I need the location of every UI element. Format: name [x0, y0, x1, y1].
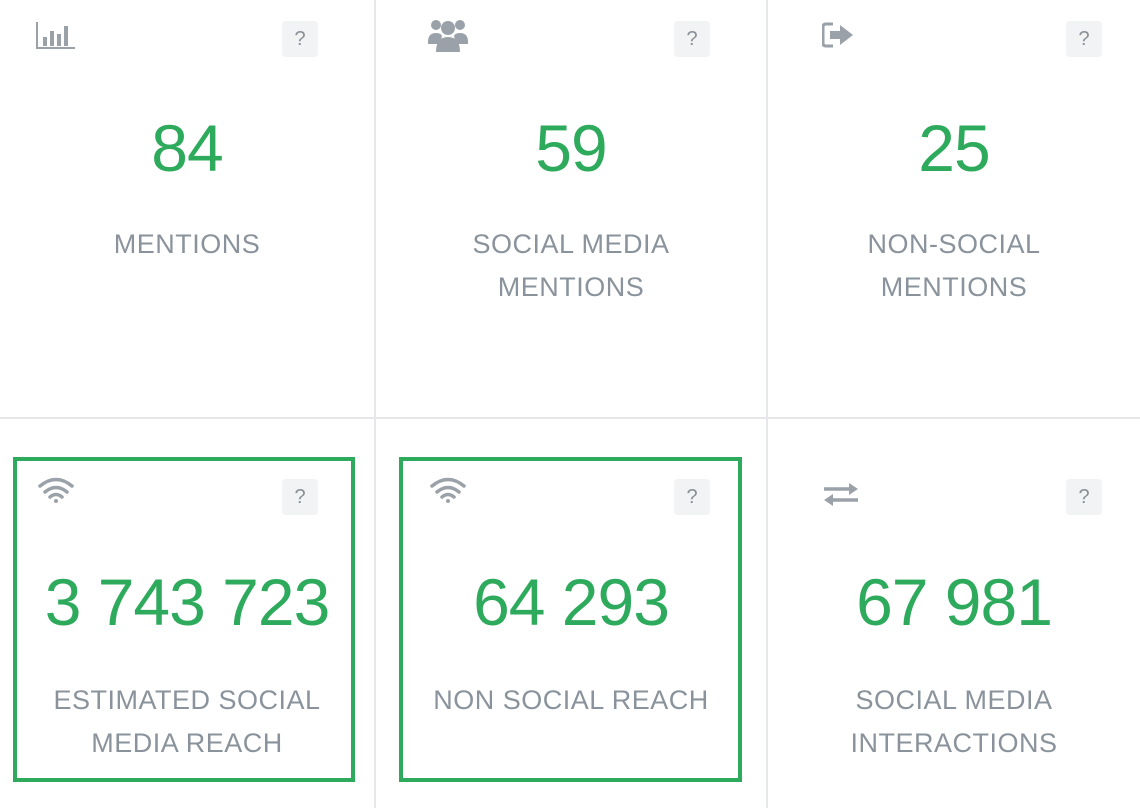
sign-out-icon: [821, 22, 854, 53]
divider-horizontal: [0, 417, 1140, 419]
label-line: MENTIONS: [880, 272, 1028, 302]
social-media-mentions-label: SOCIAL MEDIA MENTIONS: [376, 223, 766, 309]
estimated-social-media-reach-value: 3 743 723: [44, 565, 331, 639]
card-social-media-mentions: ? 59 SOCIAL MEDIA MENTIONS: [376, 0, 766, 417]
wifi-icon: [38, 477, 74, 508]
label-line: INTERACTIONS: [850, 728, 1058, 758]
mentions-value: 84: [151, 111, 223, 185]
help-button[interactable]: ?: [282, 479, 318, 515]
label-line: MENTIONS: [497, 272, 645, 302]
non-social-reach-value: 64 293: [473, 565, 670, 639]
users-group-icon: [428, 16, 468, 59]
social-media-interactions-value: 67 981: [856, 565, 1053, 639]
label-line: MEDIA REACH: [91, 728, 283, 758]
label-line: SOCIAL MEDIA: [472, 229, 670, 259]
help-button[interactable]: ?: [282, 21, 318, 57]
exchange-arrows-icon: [822, 481, 860, 512]
label-line: NON SOCIAL REACH: [433, 685, 709, 715]
social-media-interactions-label: SOCIAL MEDIA INTERACTIONS: [768, 679, 1140, 765]
label-line: SOCIAL MEDIA: [855, 685, 1053, 715]
help-button[interactable]: ?: [1066, 479, 1102, 515]
card-estimated-social-media-reach: ? 3 743 723 ESTIMATED SOCIAL MEDIA REACH: [0, 419, 374, 808]
help-button[interactable]: ?: [674, 479, 710, 515]
card-social-media-interactions: ? 67 981 SOCIAL MEDIA INTERACTIONS: [768, 419, 1140, 808]
divider-vertical: [374, 0, 376, 808]
label-line: NON-SOCIAL: [867, 229, 1041, 259]
social-media-mentions-value: 59: [535, 111, 607, 185]
non-social-mentions-value: 25: [918, 111, 990, 185]
non-social-mentions-label: NON-SOCIAL MENTIONS: [768, 223, 1140, 309]
divider-vertical: [766, 0, 768, 808]
card-mentions: ? 84 MENTIONS: [0, 0, 374, 417]
card-non-social-reach: ? 64 293 NON SOCIAL REACH: [376, 419, 766, 808]
non-social-reach-label: NON SOCIAL REACH: [376, 679, 766, 722]
card-non-social-mentions: ? 25 NON-SOCIAL MENTIONS: [768, 0, 1140, 417]
label-line: MENTIONS: [113, 229, 261, 259]
help-button[interactable]: ?: [674, 21, 710, 57]
help-button[interactable]: ?: [1066, 21, 1102, 57]
bar-chart-icon: [36, 20, 76, 55]
estimated-social-media-reach-label: ESTIMATED SOCIAL MEDIA REACH: [0, 679, 374, 765]
wifi-icon: [430, 477, 466, 508]
label-line: ESTIMATED SOCIAL: [53, 685, 321, 715]
mentions-label: MENTIONS: [0, 223, 374, 266]
